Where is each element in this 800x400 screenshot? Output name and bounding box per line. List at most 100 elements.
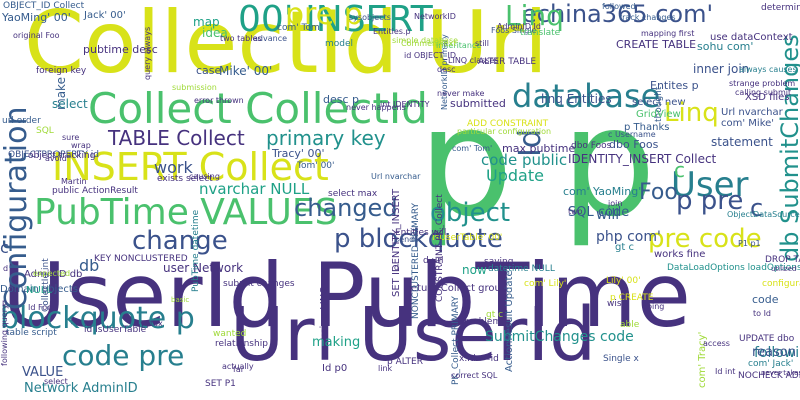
cloud-word: Entities will <box>395 228 447 238</box>
cloud-word: changed <box>294 194 398 222</box>
cloud-word: com' Tom' <box>277 23 323 33</box>
cloud-word: wrap <box>71 141 91 150</box>
cloud-word: model <box>325 39 354 49</box>
cloud-word: two tables <box>220 34 262 43</box>
cloud-word: c Username <box>608 130 656 139</box>
cloud-word: advance <box>253 34 288 43</box>
cloud-word: public ActionResult <box>52 186 138 196</box>
cloud-word: submitted <box>450 97 506 110</box>
cloud-word: using LINQ <box>319 285 330 340</box>
cloud-word: determines <box>761 3 800 13</box>
cloud-word: inner join <box>693 62 750 76</box>
cloud-word: error thrown <box>194 96 244 105</box>
cloud-word: db <box>79 256 100 275</box>
cloud-word: P1 p1 <box>738 239 761 248</box>
cloud-word: Linq <box>505 0 564 32</box>
cloud-word: p p <box>418 76 657 250</box>
cloud-word: code public <box>481 151 568 169</box>
cloud-word: object tracking <box>28 151 96 161</box>
cloud-word: Id p0 <box>322 363 348 374</box>
cloud-word: p Thanks <box>624 122 670 133</box>
cloud-word: id OBJECT_ID <box>404 51 457 60</box>
cloud-word: following <box>754 345 800 361</box>
cloud-word: linq Entities <box>541 92 612 106</box>
cloud-word: never takes <box>761 369 800 377</box>
cloud-word: dbo Foos <box>609 138 659 151</box>
cloud-word: com' Jack' <box>748 359 794 369</box>
cloud-word: url order <box>2 116 41 126</box>
cloud-word: x.Id==id <box>459 354 499 364</box>
cloud-word: calling submit <box>735 88 792 97</box>
cloud-word: max pubtime <box>502 142 576 155</box>
cloud-word: Update <box>486 166 544 185</box>
cloud-word: dbo Foos <box>571 141 612 151</box>
cloud-word: NOCHECK ADD <box>738 371 800 381</box>
cloud-word: submission <box>172 83 217 92</box>
cloud-word: query always <box>143 26 152 80</box>
cloud-word: code pre <box>62 339 185 372</box>
cloud-word: still <box>475 39 489 48</box>
cloud-word: Id int <box>715 367 736 376</box>
cloud-word: d <box>394 263 400 272</box>
cloud-word: id IsUserTable' <box>84 325 149 335</box>
cloud-word: simple database <box>392 36 459 45</box>
cloud-word: datetime NULL <box>488 264 555 274</box>
cloud-word: Foo <box>639 180 678 205</box>
cloud-word: Linq <box>664 98 719 128</box>
cloud-word: YaoMing' 00' <box>2 11 71 24</box>
cloud-word: Domain objects <box>0 284 79 295</box>
cloud-word: work <box>154 158 193 177</box>
cloud-word: mapping first <box>641 29 695 38</box>
cloud-word: return Collect group <box>407 283 508 294</box>
cloud-word: far <box>233 365 245 374</box>
cloud-word: IsUserTable' 00' <box>432 233 503 243</box>
cloud-word: CREATE TABLE <box>616 38 697 51</box>
cloud-word: SET P1 <box>205 379 236 389</box>
cloud-word: utilized <box>771 265 797 273</box>
cloud-word: Tracy' 00' <box>272 147 325 160</box>
cloud-word: IDENTITY_INSERT Collect <box>568 152 717 166</box>
cloud-word: INSERT Collect <box>52 145 329 189</box>
cloud-word: relationship <box>215 339 268 349</box>
cloud-word: echina365 com' <box>522 0 714 28</box>
cloud-word: idea <box>202 26 228 40</box>
cloud-word: Url nvarchar <box>371 172 421 181</box>
cloud-word: link <box>378 364 393 373</box>
cloud-word: com' Lily' <box>524 279 567 289</box>
cloud-word: ALTER TABLE <box>478 57 537 67</box>
cloud-word: AdminID Id <box>497 22 541 31</box>
cloud-word: p <box>2 298 8 307</box>
cloud-word: select max <box>328 189 378 199</box>
cloud-word: database <box>512 77 661 115</box>
cloud-word: select <box>44 377 68 386</box>
cloud-word: NONCLUSTERED PRIMARY <box>411 202 421 319</box>
cloud-word: blockquote p <box>0 301 195 336</box>
cloud-word: com' Mike' <box>721 118 775 129</box>
cloud-word: expected <box>33 269 71 278</box>
cloud-word: strange problem <box>729 79 796 88</box>
cloud-word: Id Foo <box>28 303 53 312</box>
cloud-word: syntax <box>136 319 163 328</box>
cloud-word: ObjectDataSource <box>727 210 800 219</box>
cloud-word: 00' INSERT <box>238 0 433 40</box>
cloud-word: exists select <box>157 174 213 184</box>
cloud-word: OBJECT_ID Collect <box>3 1 85 11</box>
cloud-word: pre code <box>648 224 762 254</box>
cloud-word: case <box>196 64 222 77</box>
cloud-word: able <box>620 320 640 330</box>
cloud-word: basic <box>171 296 190 304</box>
cloud-word: Single x <box>603 354 639 364</box>
cloud-word: original Foo <box>13 31 60 40</box>
cloud-word: submit changes <box>223 279 295 289</box>
cloud-word: DROP TABLE <box>765 255 800 265</box>
cloud-word: reason <box>752 345 796 360</box>
cloud-word: object <box>430 198 511 228</box>
cloud-word: to Id <box>753 309 772 318</box>
cloud-word: PubTime VALUES <box>34 192 338 233</box>
cloud-word: Martin <box>61 177 87 186</box>
cloud-word: saving <box>484 257 514 267</box>
cloud-word: pubtime desc <box>83 43 158 56</box>
cloud-word: Entities.p <box>373 27 411 36</box>
cloud-word: c <box>0 238 9 257</box>
